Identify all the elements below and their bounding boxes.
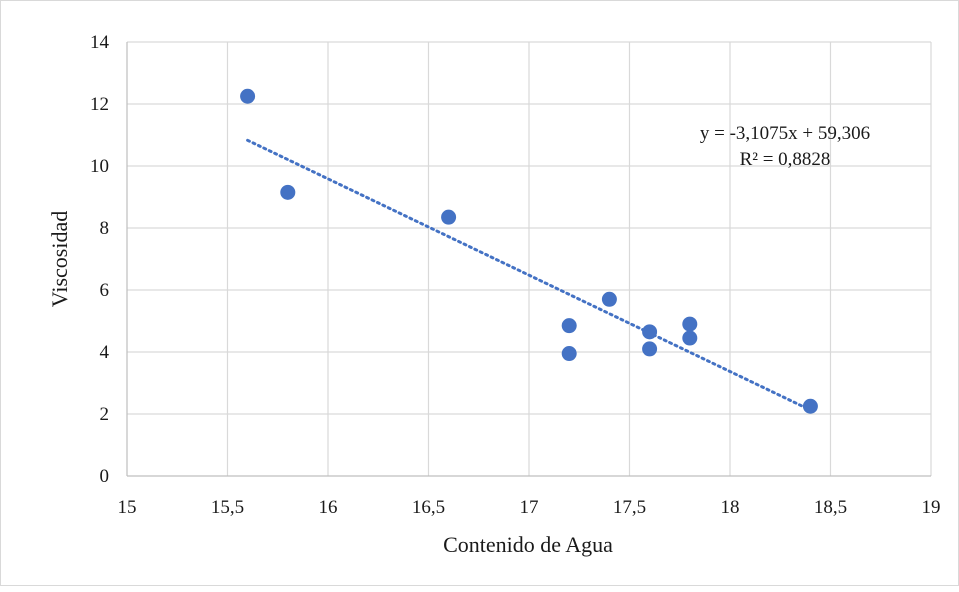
y-tick-label: 6 xyxy=(100,280,110,301)
data-point xyxy=(802,398,818,414)
x-axis-tick-labels: 15 15,5 16 16,5 17 17,5 18 18,5 19 xyxy=(118,497,941,518)
data-point xyxy=(441,209,457,225)
y-tick-label: 2 xyxy=(100,404,110,425)
y-tick-label: 14 xyxy=(90,32,110,53)
x-tick-label: 17,5 xyxy=(613,497,646,518)
data-point xyxy=(642,324,658,340)
y-tick-label: 0 xyxy=(100,466,110,487)
linear-trendline xyxy=(246,138,812,412)
data-point xyxy=(642,341,658,357)
x-tick-label: 16,5 xyxy=(412,497,445,518)
x-axis-title: Contenido de Agua xyxy=(443,532,613,557)
data-point xyxy=(682,330,698,346)
x-tick-label: 17 xyxy=(520,497,539,518)
data-point xyxy=(240,88,256,104)
y-axis-title: Viscosidad xyxy=(47,211,72,307)
data-point xyxy=(601,291,617,307)
data-point xyxy=(280,184,296,200)
x-tick-label: 15 xyxy=(118,497,137,518)
trendline-r-squared: R² = 0,8828 xyxy=(740,149,831,170)
data-point xyxy=(561,346,577,362)
gridlines xyxy=(127,41,932,476)
trendline-equation: y = -3,1075x + 59,306 xyxy=(700,123,870,144)
x-tick-label: 15,5 xyxy=(211,497,244,518)
data-points xyxy=(240,88,818,414)
y-tick-label: 10 xyxy=(90,156,109,177)
y-tick-label: 4 xyxy=(100,342,110,363)
x-tick-label: 18,5 xyxy=(814,497,847,518)
data-point xyxy=(561,318,577,334)
y-tick-label: 12 xyxy=(90,94,109,115)
y-axis-tick-labels: 0 2 4 6 8 10 12 14 xyxy=(90,32,110,487)
x-tick-label: 19 xyxy=(922,497,941,518)
x-tick-label: 16 xyxy=(319,497,338,518)
trendline-layer xyxy=(246,138,812,412)
data-point xyxy=(682,316,698,332)
y-tick-label: 8 xyxy=(100,218,110,239)
x-tick-label: 18 xyxy=(721,497,740,518)
axes xyxy=(126,42,931,477)
